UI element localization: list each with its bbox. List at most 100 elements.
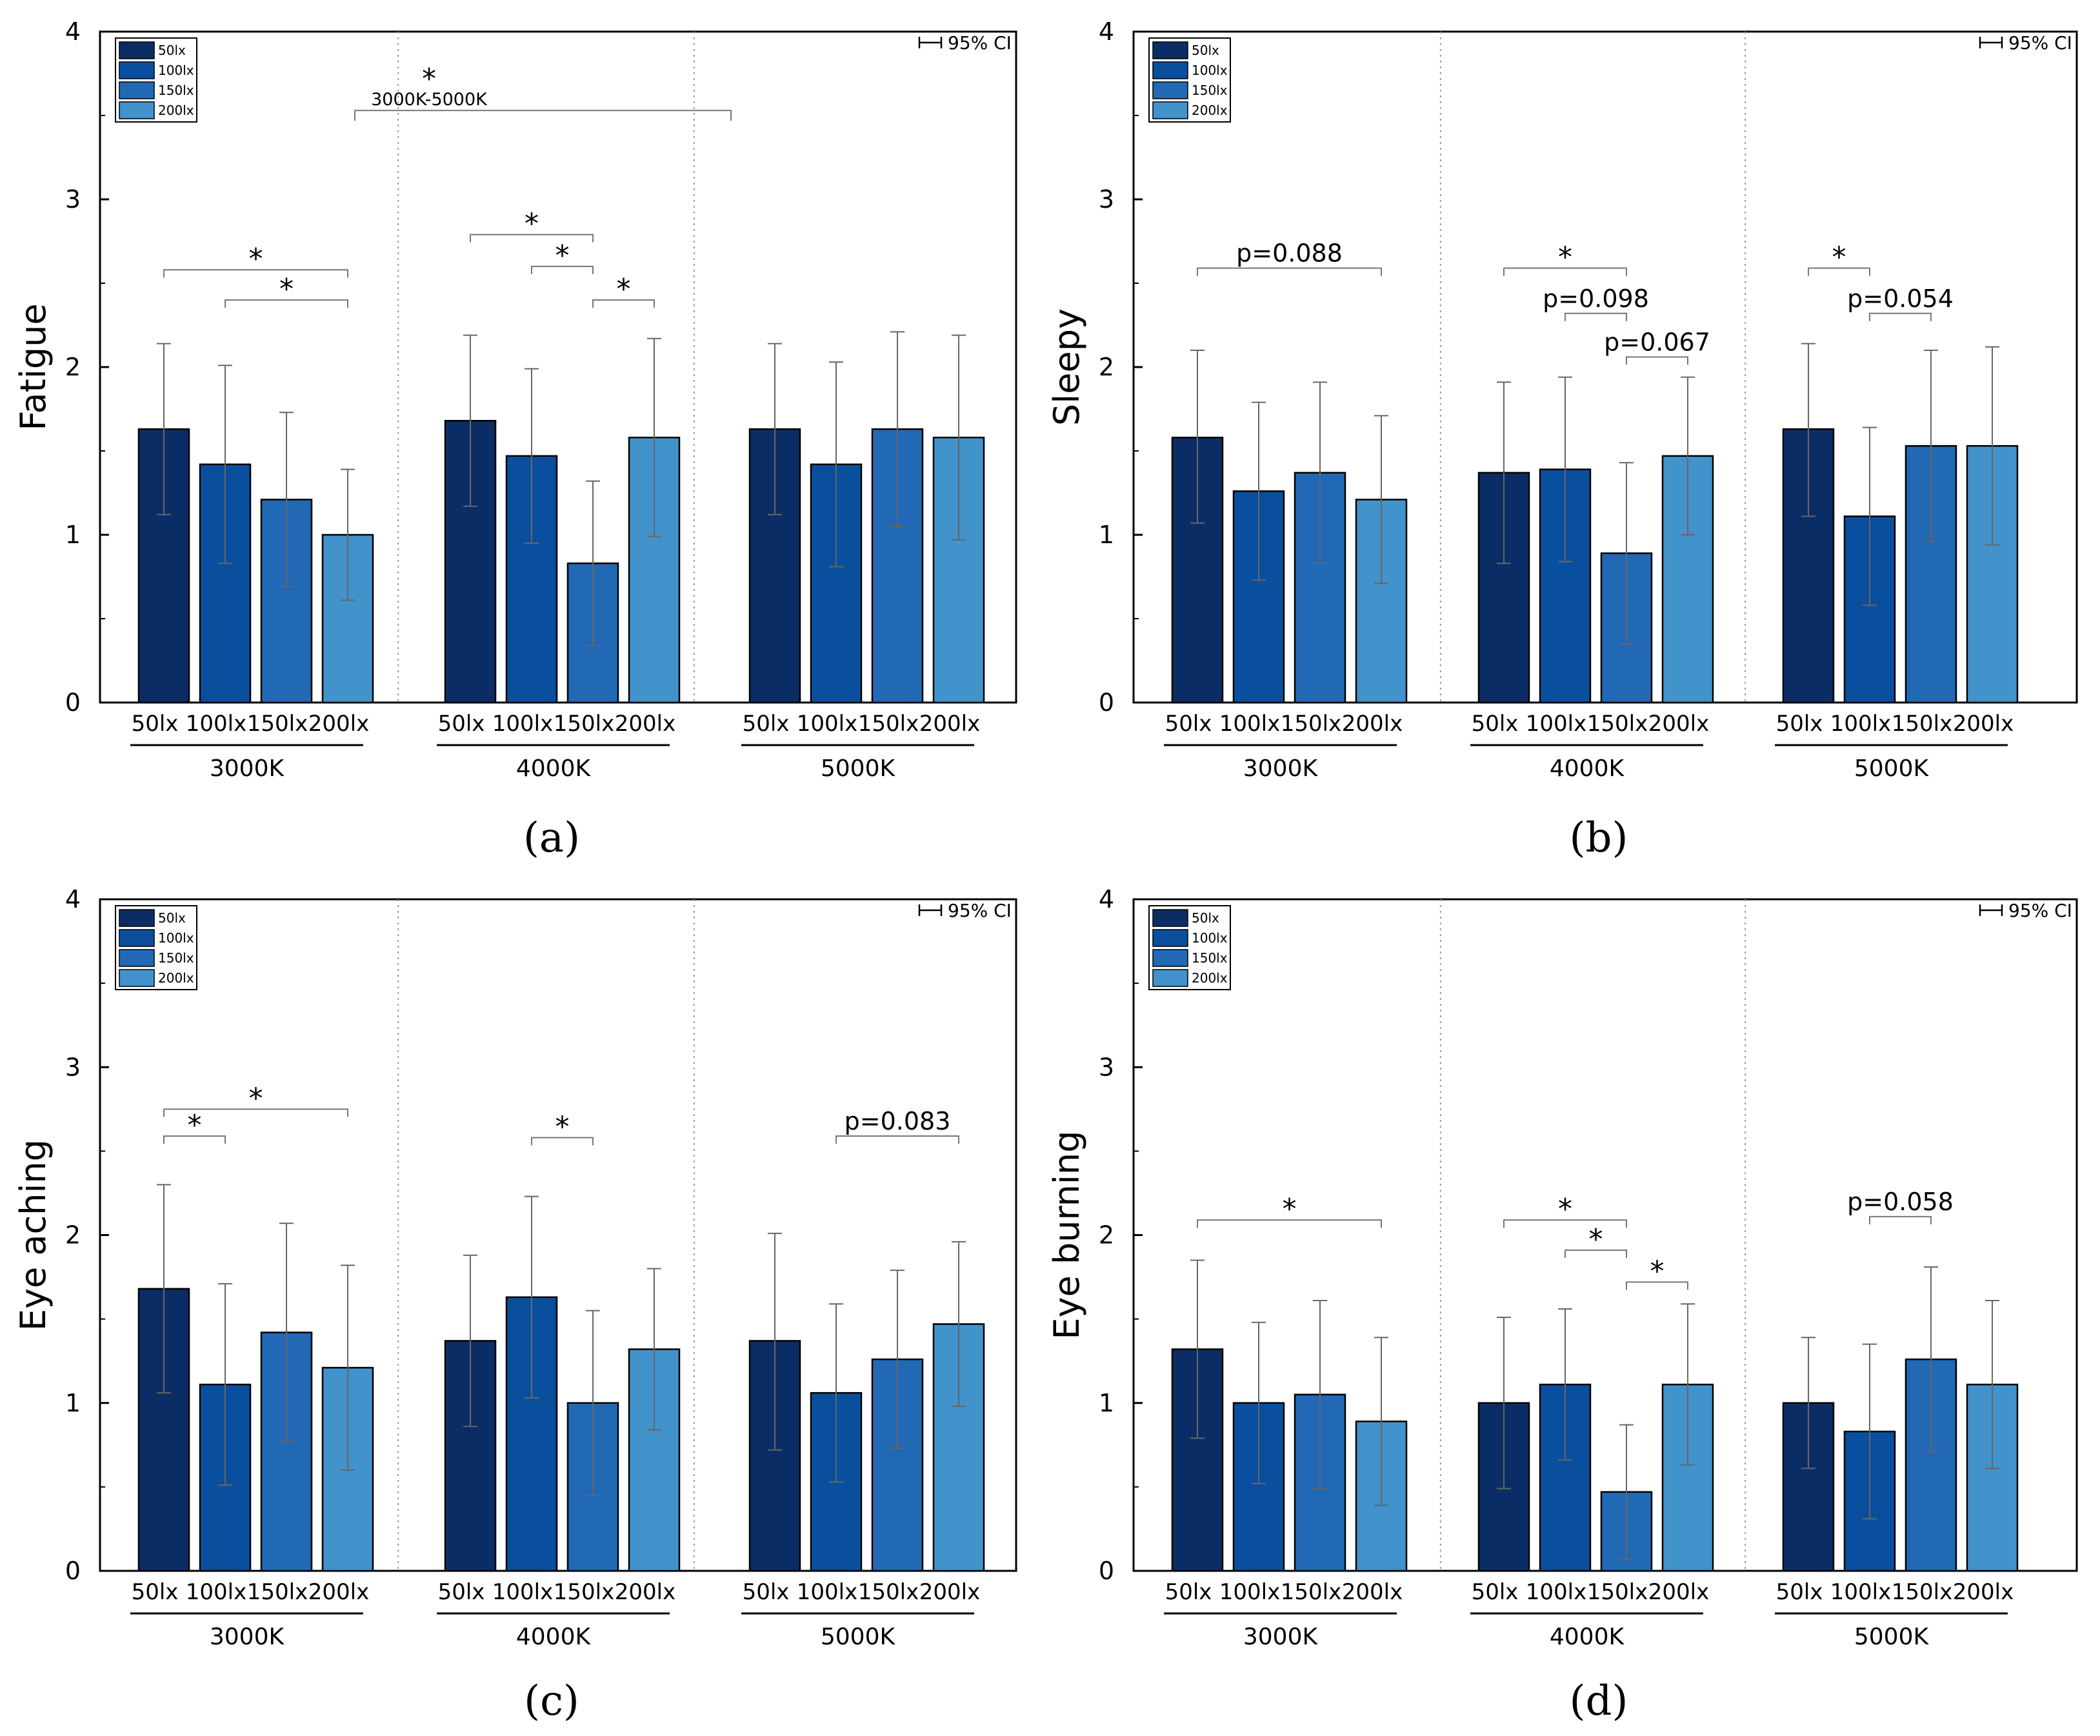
significance-bracket — [531, 1137, 594, 1146]
legend-swatch — [119, 41, 155, 59]
y-tick-label: 2 — [1099, 1221, 1114, 1250]
legend-swatch — [1152, 81, 1188, 99]
y-tick-label: 4 — [65, 17, 81, 46]
bar — [1782, 428, 1835, 704]
x-tick-label: 150lx — [858, 711, 919, 737]
x-tick-label: 150lx — [1281, 1579, 1341, 1605]
x-tick-label: 100lx — [1219, 711, 1280, 737]
y-axis-label: Fatigue — [13, 303, 54, 430]
legend-label: 200lx — [158, 970, 194, 986]
legend-label: 150lx — [158, 83, 194, 98]
x-tick-label: 200lx — [1342, 711, 1403, 737]
legend-label: 50lx — [1192, 43, 1219, 58]
significance-bracket — [1503, 1219, 1627, 1228]
significance-label: * — [249, 243, 263, 275]
significance-bracket — [1197, 1219, 1382, 1228]
x-tick-label: 50lx — [1776, 711, 1823, 737]
y-tick-label: 3 — [65, 185, 81, 214]
x-tick-label: 100lx — [1830, 1579, 1891, 1605]
x-tick-label: 100lx — [492, 1579, 553, 1605]
legend-label: 200lx — [1192, 103, 1228, 118]
legend-swatch — [1152, 61, 1188, 79]
significance-bracket — [1197, 267, 1382, 276]
ci-key-label: 95% CI — [948, 900, 1012, 921]
y-tick-label: 3 — [65, 1053, 81, 1081]
x-tick-label: 150lx — [247, 711, 308, 737]
y-tick-label: 0 — [65, 1557, 81, 1585]
x-tick-label: 200lx — [1648, 1579, 1709, 1605]
y-tick-label: 4 — [1099, 885, 1114, 913]
legend-label: 50lx — [158, 43, 186, 58]
x-tick-label: 50lx — [743, 1579, 790, 1605]
bar — [505, 1296, 558, 1572]
group-label: 3000K — [210, 1624, 285, 1650]
y-tick-label: 0 — [1099, 1557, 1114, 1585]
x-tick-label: 50lx — [132, 1579, 179, 1605]
panel-caption: (c) — [524, 1677, 579, 1725]
legend-swatch — [1152, 949, 1188, 967]
group-label: 4000K — [1550, 1624, 1625, 1650]
y-tick-label: 1 — [1099, 521, 1114, 549]
significance-bracket — [592, 299, 655, 308]
y-tick-label: 2 — [1099, 353, 1114, 381]
legend-label: 150lx — [158, 950, 194, 966]
significance-bracket — [1565, 1249, 1627, 1258]
significance-bracket — [1869, 312, 1932, 321]
y-tick-label: 1 — [1099, 1389, 1114, 1417]
y-tick-label: 0 — [1099, 688, 1114, 717]
group-label: 5000K — [821, 755, 896, 782]
y-tick-label: 2 — [65, 1221, 81, 1250]
legend-label: 150lx — [1192, 83, 1228, 98]
significance-label: p=0.067 — [1604, 328, 1710, 356]
panel-caption: (a) — [523, 814, 580, 862]
cross-annotation-star: * — [422, 63, 436, 95]
significance-label: * — [555, 1111, 570, 1144]
x-tick-label: 200lx — [1648, 711, 1709, 737]
x-tick-label: 50lx — [743, 711, 790, 737]
significance-bracket — [163, 1108, 348, 1117]
x-tick-label: 200lx — [615, 711, 675, 737]
x-tick-label: 50lx — [1776, 1579, 1823, 1605]
significance-label: * — [1832, 241, 1846, 274]
x-tick-label: 50lx — [438, 711, 485, 737]
legend-swatch — [119, 949, 155, 967]
x-tick-label: 100lx — [492, 711, 553, 737]
legend-label: 50lx — [1192, 910, 1219, 926]
group-label: 5000K — [1854, 1624, 1930, 1650]
y-axis-label: Sleepy — [1046, 308, 1087, 426]
ci-key-label: 95% CI — [2008, 32, 2072, 54]
significance-label: * — [1650, 1255, 1665, 1288]
significance-bracket — [1869, 1215, 1932, 1224]
significance-label: * — [1558, 241, 1572, 274]
y-tick-label: 1 — [65, 1389, 81, 1417]
significance-bracket — [1626, 356, 1688, 365]
y-tick-label: 0 — [65, 688, 81, 717]
x-tick-label: 200lx — [615, 1579, 675, 1605]
cross-annotation-text: 3000K-5000K — [371, 90, 488, 110]
x-tick-label: 100lx — [1219, 1579, 1280, 1605]
significance-label: * — [1589, 1223, 1603, 1256]
x-tick-label: 150lx — [554, 711, 614, 737]
y-tick-label: 4 — [65, 885, 81, 913]
group-label: 5000K — [1854, 755, 1930, 782]
legend-label: 100lx — [1192, 930, 1228, 946]
x-tick-label: 100lx — [1526, 711, 1586, 737]
x-tick-label: 50lx — [1165, 711, 1212, 737]
significance-label: p=0.054 — [1847, 284, 1954, 313]
legend-swatch — [1152, 929, 1188, 947]
y-axis-label: Eye aching — [13, 1139, 54, 1331]
significance-label: p=0.098 — [1543, 284, 1649, 313]
x-tick-label: 100lx — [1830, 711, 1891, 737]
significance-label: * — [555, 239, 570, 272]
significance-label: * — [279, 273, 294, 306]
x-tick-label: 150lx — [554, 1579, 614, 1605]
legend-label: 100lx — [158, 63, 194, 78]
legend-label: 200lx — [1192, 970, 1228, 986]
y-tick-label: 3 — [1099, 185, 1114, 214]
significance-label: p=0.088 — [1236, 239, 1343, 268]
x-tick-label: 200lx — [1953, 711, 2014, 737]
